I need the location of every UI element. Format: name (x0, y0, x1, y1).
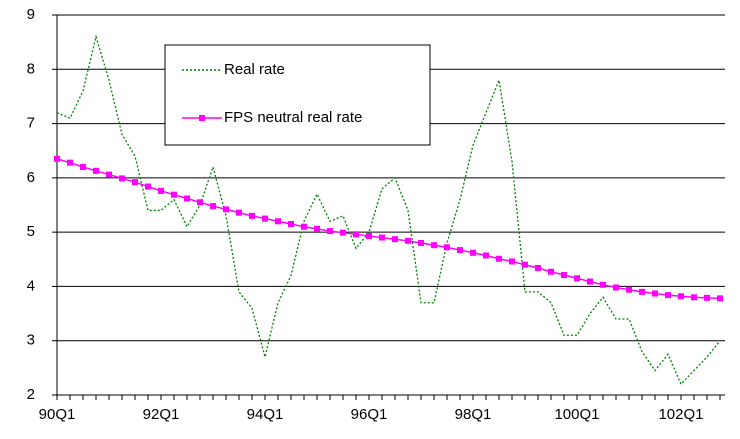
point (561, 272, 567, 279)
point (392, 236, 398, 243)
point (106, 171, 112, 178)
point (626, 286, 632, 293)
legend-label: FPS neutral real rate (224, 109, 362, 126)
x-tick-label: 100Q1 (554, 406, 599, 423)
point (600, 281, 606, 288)
x-tick-label: 90Q1 (39, 406, 76, 423)
point (145, 183, 151, 190)
point (639, 288, 645, 295)
y-tick-label: 9 (27, 6, 35, 23)
point (379, 234, 385, 241)
point (210, 203, 216, 210)
x-tick-label: 92Q1 (143, 406, 180, 423)
point (158, 187, 164, 194)
y-tick-label: 2 (27, 386, 35, 403)
point (184, 195, 190, 202)
point (275, 218, 281, 225)
legend-label: Real rate (224, 61, 285, 78)
series-line (56, 158, 721, 300)
y-tick-label: 7 (27, 115, 35, 132)
point (171, 191, 177, 198)
point (418, 240, 424, 246)
legend-marker (199, 115, 205, 121)
point (67, 159, 73, 166)
point (548, 268, 554, 275)
point (327, 228, 333, 235)
point (470, 249, 476, 256)
point (574, 275, 580, 282)
point (678, 293, 684, 300)
point (54, 155, 60, 162)
point (522, 261, 528, 268)
point (314, 225, 320, 232)
point (262, 215, 268, 222)
point (483, 252, 489, 259)
y-tick-label: 3 (27, 332, 35, 349)
point (353, 231, 359, 238)
point (704, 294, 710, 301)
point (80, 164, 86, 170)
x-tick-label: 102Q1 (658, 406, 703, 423)
point (132, 179, 138, 186)
point (691, 294, 697, 301)
point (444, 244, 450, 251)
point (249, 212, 255, 219)
point (366, 232, 372, 239)
point (340, 229, 346, 236)
point (535, 264, 541, 271)
y-tick-label: 8 (27, 60, 35, 77)
point (496, 255, 502, 262)
y-tick-label: 5 (27, 223, 35, 240)
point (223, 206, 229, 213)
point (405, 237, 411, 244)
point (509, 258, 515, 265)
x-tick-label: 96Q1 (351, 406, 388, 423)
y-tick-label: 6 (27, 169, 35, 186)
x-tick-label: 94Q1 (247, 406, 284, 423)
series-line (56, 34, 721, 386)
point (587, 278, 593, 285)
point (236, 209, 242, 216)
point (197, 199, 203, 206)
point (288, 221, 294, 227)
point (93, 167, 99, 174)
point (431, 242, 437, 249)
y-tick-label: 4 (27, 277, 35, 294)
point (301, 223, 307, 230)
x-tick-label: 98Q1 (455, 406, 492, 423)
point (665, 292, 671, 299)
point (457, 247, 463, 254)
point (717, 295, 723, 302)
point (613, 284, 619, 291)
point (119, 175, 125, 182)
point (652, 290, 658, 297)
legend-box (164, 44, 431, 146)
